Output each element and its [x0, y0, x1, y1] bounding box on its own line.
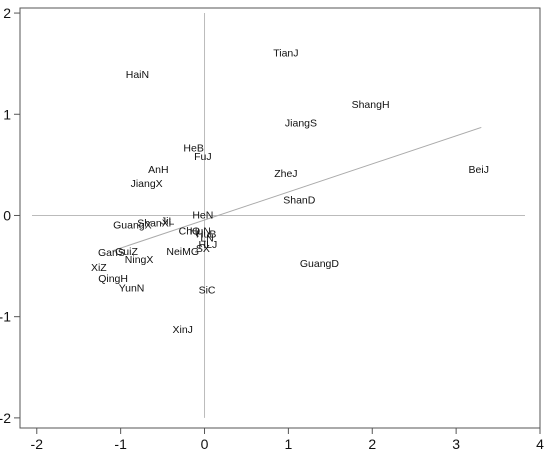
x-tick-label: 3: [452, 436, 460, 452]
point-label-fuj: FuJ: [194, 151, 212, 163]
x-tick-label: 4: [536, 436, 544, 452]
y-tick-label: 0: [3, 207, 11, 223]
point-label-jil: JiL: [161, 216, 175, 228]
x-tick-label: -1: [114, 436, 127, 452]
point-label-guangd: GuangD: [300, 258, 340, 270]
x-tick-label: 2: [368, 436, 376, 452]
point-label-shand: ShanD: [283, 194, 316, 206]
plot-frame: [20, 8, 540, 428]
x-tick-label: 1: [284, 436, 292, 452]
y-tick-label: -1: [0, 309, 11, 325]
y-tick-label: 2: [3, 5, 11, 21]
trend-line: [112, 127, 481, 250]
point-label-yunn: YunN: [119, 282, 145, 294]
point-label-hen: HeN: [192, 209, 213, 221]
x-tick-label: 0: [201, 436, 209, 452]
point-label-zhej: ZheJ: [274, 168, 297, 180]
point-label-guangx: GuangX: [113, 220, 152, 232]
point-label-sic: SiC: [199, 284, 216, 296]
point-label-xinj: XinJ: [172, 324, 192, 336]
point-label-jiangs: JiangS: [285, 117, 317, 129]
point-label-hlj: HLJ: [199, 239, 218, 251]
point-label-jiangx: JiangX: [131, 178, 163, 190]
point-label-hain: HaiN: [126, 69, 149, 81]
y-tick-label: 1: [3, 106, 11, 122]
y-tick-label: -2: [0, 410, 11, 426]
point-label-ningx: NingX: [125, 254, 154, 266]
x-tick-label: -2: [31, 436, 44, 452]
point-label-neimg: NeiMG: [166, 246, 199, 258]
point-label-tianj: TianJ: [273, 48, 298, 60]
point-label-anh: AnH: [148, 164, 168, 176]
point-label-shangh: ShangH: [352, 99, 390, 111]
point-label-beij: BeiJ: [469, 164, 489, 176]
